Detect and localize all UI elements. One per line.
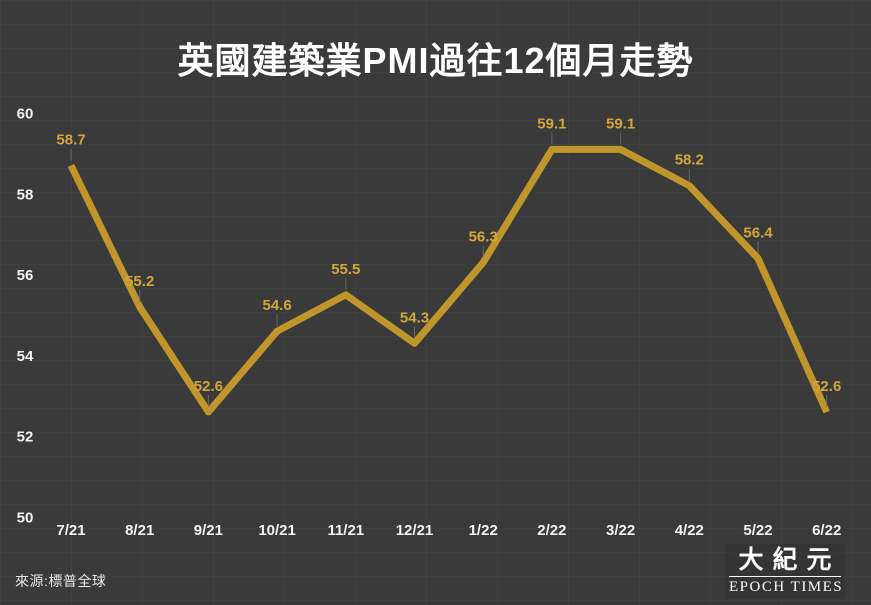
x-axis-tick-label: 1/22 [469, 522, 498, 539]
data-point-value-label: 55.2 [125, 273, 154, 290]
logo-latin-text: EPOCH TIMES [729, 578, 844, 595]
y-axis-tick-label: 50 [17, 510, 34, 527]
data-point-value-label: 54.3 [400, 309, 429, 326]
x-axis-tick-label: 6/22 [812, 522, 841, 539]
pmi-series-line [67, 145, 830, 416]
y-axis-tick-label: 58 [17, 186, 34, 203]
y-axis-tick-label: 54 [17, 348, 34, 365]
chart-title: 英國建築業PMI過往12個月走勢 [177, 40, 694, 81]
y-axis-tick-label: 60 [17, 106, 34, 123]
data-point-value-label: 55.5 [331, 261, 360, 278]
x-axis-tick-label: 3/22 [606, 522, 635, 539]
y-axis-tick-label: 56 [17, 267, 34, 284]
x-axis-tick-label: 4/22 [675, 522, 704, 539]
data-point-value-label: 56.3 [469, 228, 498, 245]
x-axis-tick-label: 8/21 [125, 522, 154, 539]
x-axis-tick-label: 11/21 [327, 522, 364, 539]
x-axis-tick-label: 12/21 [396, 522, 434, 539]
logo-cjk-text: 大紀元 [738, 545, 841, 574]
data-point-value-label: 56.4 [743, 224, 773, 241]
epoch-times-logo: 大紀元 EPOCH TIMES [725, 544, 845, 599]
data-point-value-label: 59.1 [606, 115, 635, 132]
x-axis-tick-label: 9/21 [194, 522, 223, 539]
data-point-value-label: 59.1 [537, 115, 566, 132]
data-point-value-label: 52.6 [812, 378, 841, 395]
data-point-value-label: 52.6 [194, 378, 223, 395]
x-axis-tick-label: 5/22 [743, 522, 772, 539]
x-axis-tick-label: 2/22 [537, 522, 566, 539]
x-axis-tick-label: 7/21 [56, 522, 85, 539]
data-point-value-label: 58.2 [675, 152, 704, 169]
logo-divider [729, 575, 841, 577]
y-axis-tick-label: 52 [17, 429, 34, 446]
x-axis-tick-label: 10/21 [258, 522, 296, 539]
source-note: 來源:標普全球 [15, 573, 107, 589]
data-point-value-label: 58.7 [56, 132, 85, 149]
data-point-value-label: 54.6 [262, 297, 291, 314]
